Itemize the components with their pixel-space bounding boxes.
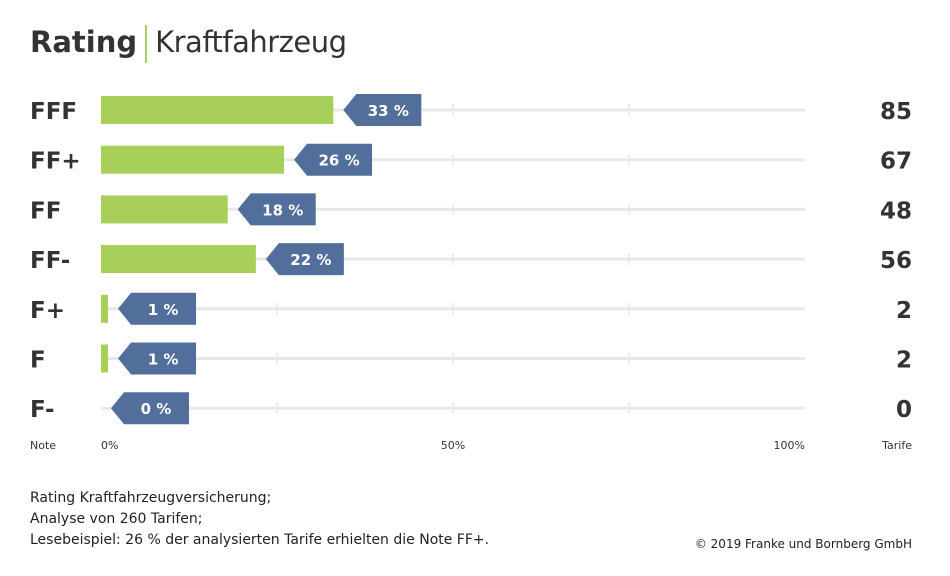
chart-title: Rating Kraftfahrzeug bbox=[30, 22, 347, 63]
value-label: 1 % bbox=[148, 301, 179, 319]
value-label: 22 % bbox=[290, 251, 331, 269]
x-tick-label: 100% bbox=[774, 439, 805, 452]
category-label: FFF bbox=[30, 99, 77, 125]
category-label: FF+ bbox=[30, 149, 81, 175]
category-label: F- bbox=[30, 397, 55, 423]
value-label: 1 % bbox=[148, 351, 179, 369]
tarife-count: 0 bbox=[896, 397, 912, 423]
value-label: 33 % bbox=[368, 102, 409, 120]
tarife-count: 2 bbox=[896, 348, 912, 374]
category-label: F+ bbox=[30, 298, 65, 324]
value-label-box bbox=[265, 243, 344, 276]
bar bbox=[101, 294, 109, 323]
footnote-line: Analyse von 260 Tarifen; bbox=[30, 511, 203, 527]
title-light: Kraftfahrzeug bbox=[155, 25, 347, 59]
value-label: 18 % bbox=[262, 201, 303, 219]
value-label-box bbox=[118, 342, 197, 375]
tarife-count: 2 bbox=[896, 298, 912, 324]
bar bbox=[101, 195, 228, 224]
tarife-count: 56 bbox=[880, 248, 912, 274]
bar bbox=[101, 245, 256, 274]
value-label-box bbox=[118, 292, 197, 325]
title-bold: Rating bbox=[30, 25, 138, 59]
value-label-box bbox=[111, 392, 189, 425]
category-label: FF bbox=[30, 198, 61, 224]
bar bbox=[101, 145, 285, 174]
category-label: FF- bbox=[30, 248, 70, 274]
value-label-box bbox=[294, 143, 373, 176]
tarife-count: 48 bbox=[880, 198, 912, 224]
value-label: 0 % bbox=[141, 400, 172, 418]
copyright: © 2019 Franke und Bornberg GmbH bbox=[694, 537, 912, 551]
x-tick-label: 50% bbox=[441, 439, 465, 452]
value-label-box bbox=[343, 94, 422, 126]
category-label: F bbox=[30, 348, 46, 374]
tarife-count: 67 bbox=[880, 149, 912, 175]
footnote: Rating Kraftfahrzeugversicherung; Analys… bbox=[30, 488, 489, 551]
footnote-line: Rating Kraftfahrzeugversicherung; bbox=[30, 490, 272, 506]
tarife-count: 85 bbox=[880, 99, 912, 125]
footnote-line: Lesebeispiel: 26 % der analysierten Tari… bbox=[30, 532, 490, 548]
title-divider bbox=[145, 25, 148, 63]
bar bbox=[101, 344, 109, 373]
value-label: 26 % bbox=[318, 152, 359, 170]
left-axis-label: Note bbox=[30, 439, 56, 452]
bar bbox=[101, 96, 334, 124]
x-tick-label: 0% bbox=[101, 439, 118, 452]
right-axis-label: Tarife bbox=[881, 439, 912, 452]
value-label-box bbox=[237, 193, 316, 226]
